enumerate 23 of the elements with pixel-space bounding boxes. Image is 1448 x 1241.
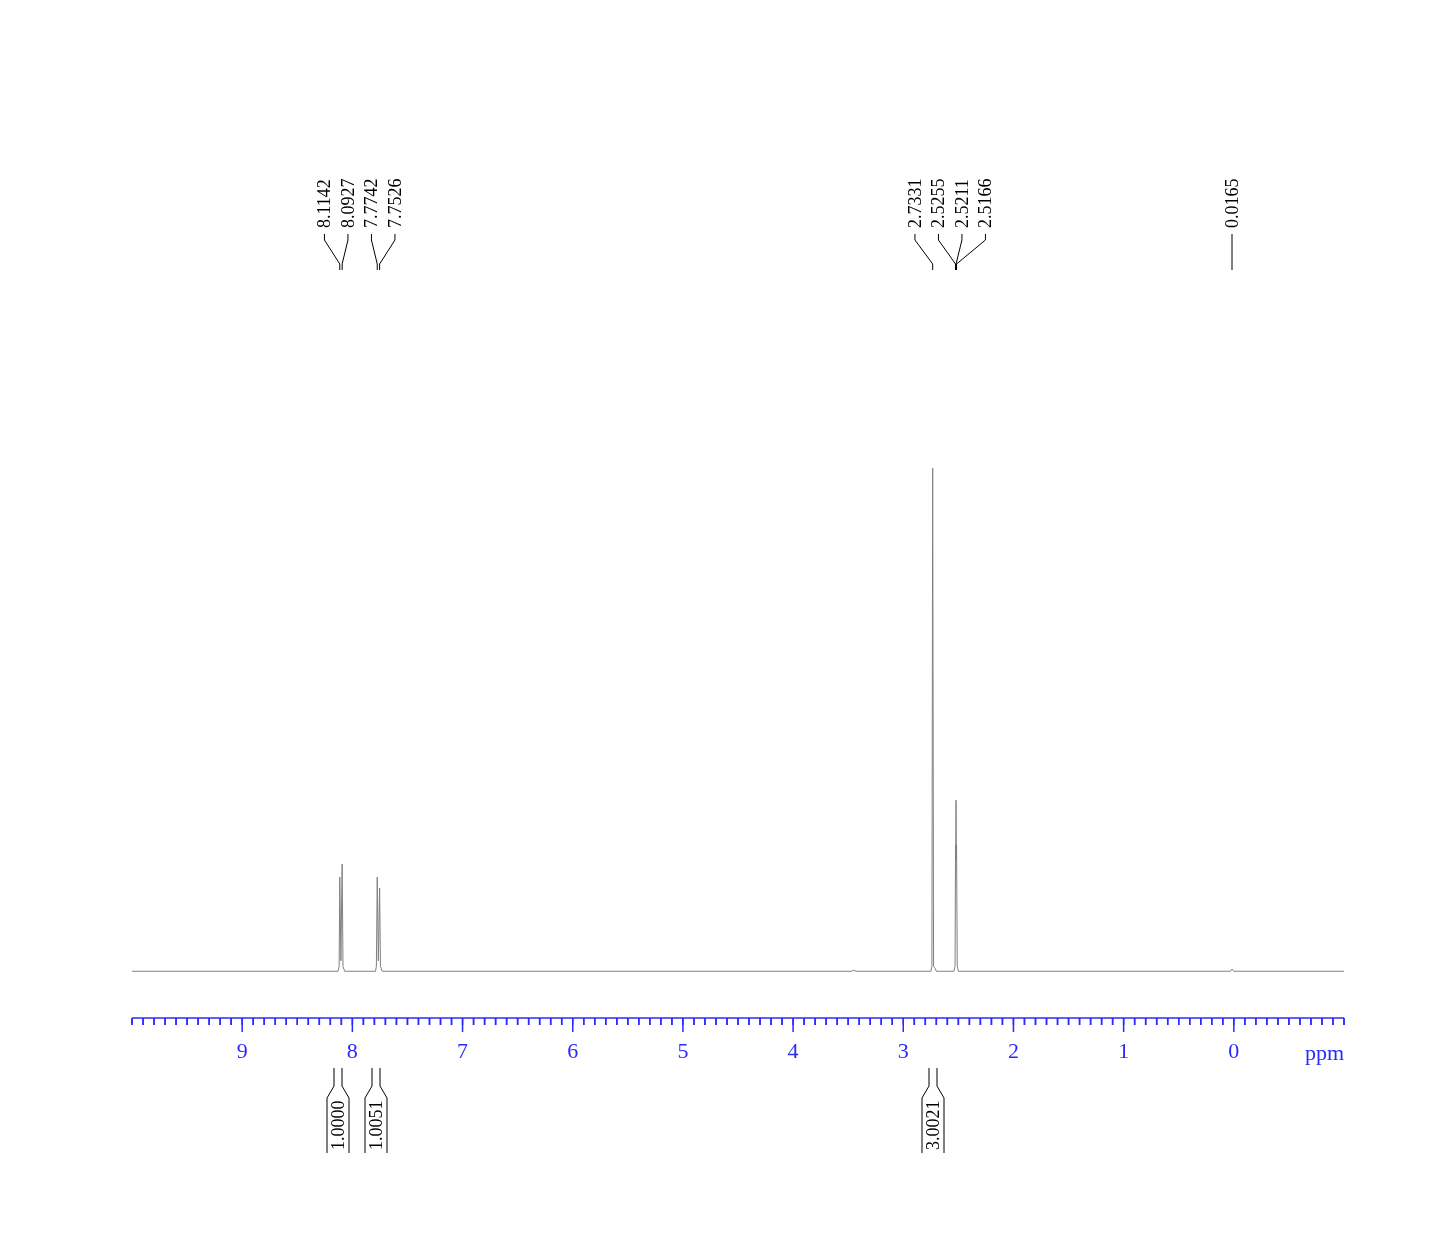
x-tick-label: 6 bbox=[567, 1038, 579, 1063]
annotation: 2.5166 bbox=[975, 178, 996, 228]
x-tick-label: 9 bbox=[236, 1038, 248, 1063]
x-tick-label: 4 bbox=[787, 1038, 799, 1063]
x-axis-title: ppm bbox=[1304, 1040, 1344, 1065]
x-tick-label: 0 bbox=[1228, 1038, 1240, 1063]
text: 1.0000 bbox=[328, 1100, 348, 1150]
annotation: 0.0165 bbox=[1222, 178, 1242, 228]
annotation: 2.7331 bbox=[904, 178, 925, 228]
x-tick-label: 7 bbox=[457, 1038, 469, 1063]
text: 1.0051 bbox=[366, 1100, 386, 1150]
annotation: 7.7742 bbox=[361, 178, 382, 228]
x-tick-label: 8 bbox=[346, 1038, 358, 1063]
x-tick-label: 3 bbox=[897, 1038, 909, 1063]
annotation: 2.5211 bbox=[951, 179, 972, 228]
x-tick-label: 1 bbox=[1118, 1038, 1130, 1063]
annotation: 2.5255 bbox=[928, 178, 949, 228]
x-tick-label: 2 bbox=[1007, 1038, 1019, 1063]
annotation: 8.0927 bbox=[337, 178, 358, 228]
annotation: 7.7526 bbox=[384, 178, 405, 228]
text: 3.0021 bbox=[923, 1100, 943, 1150]
x-tick-label: 5 bbox=[677, 1038, 689, 1063]
annotation: 8.1142 bbox=[314, 179, 335, 228]
